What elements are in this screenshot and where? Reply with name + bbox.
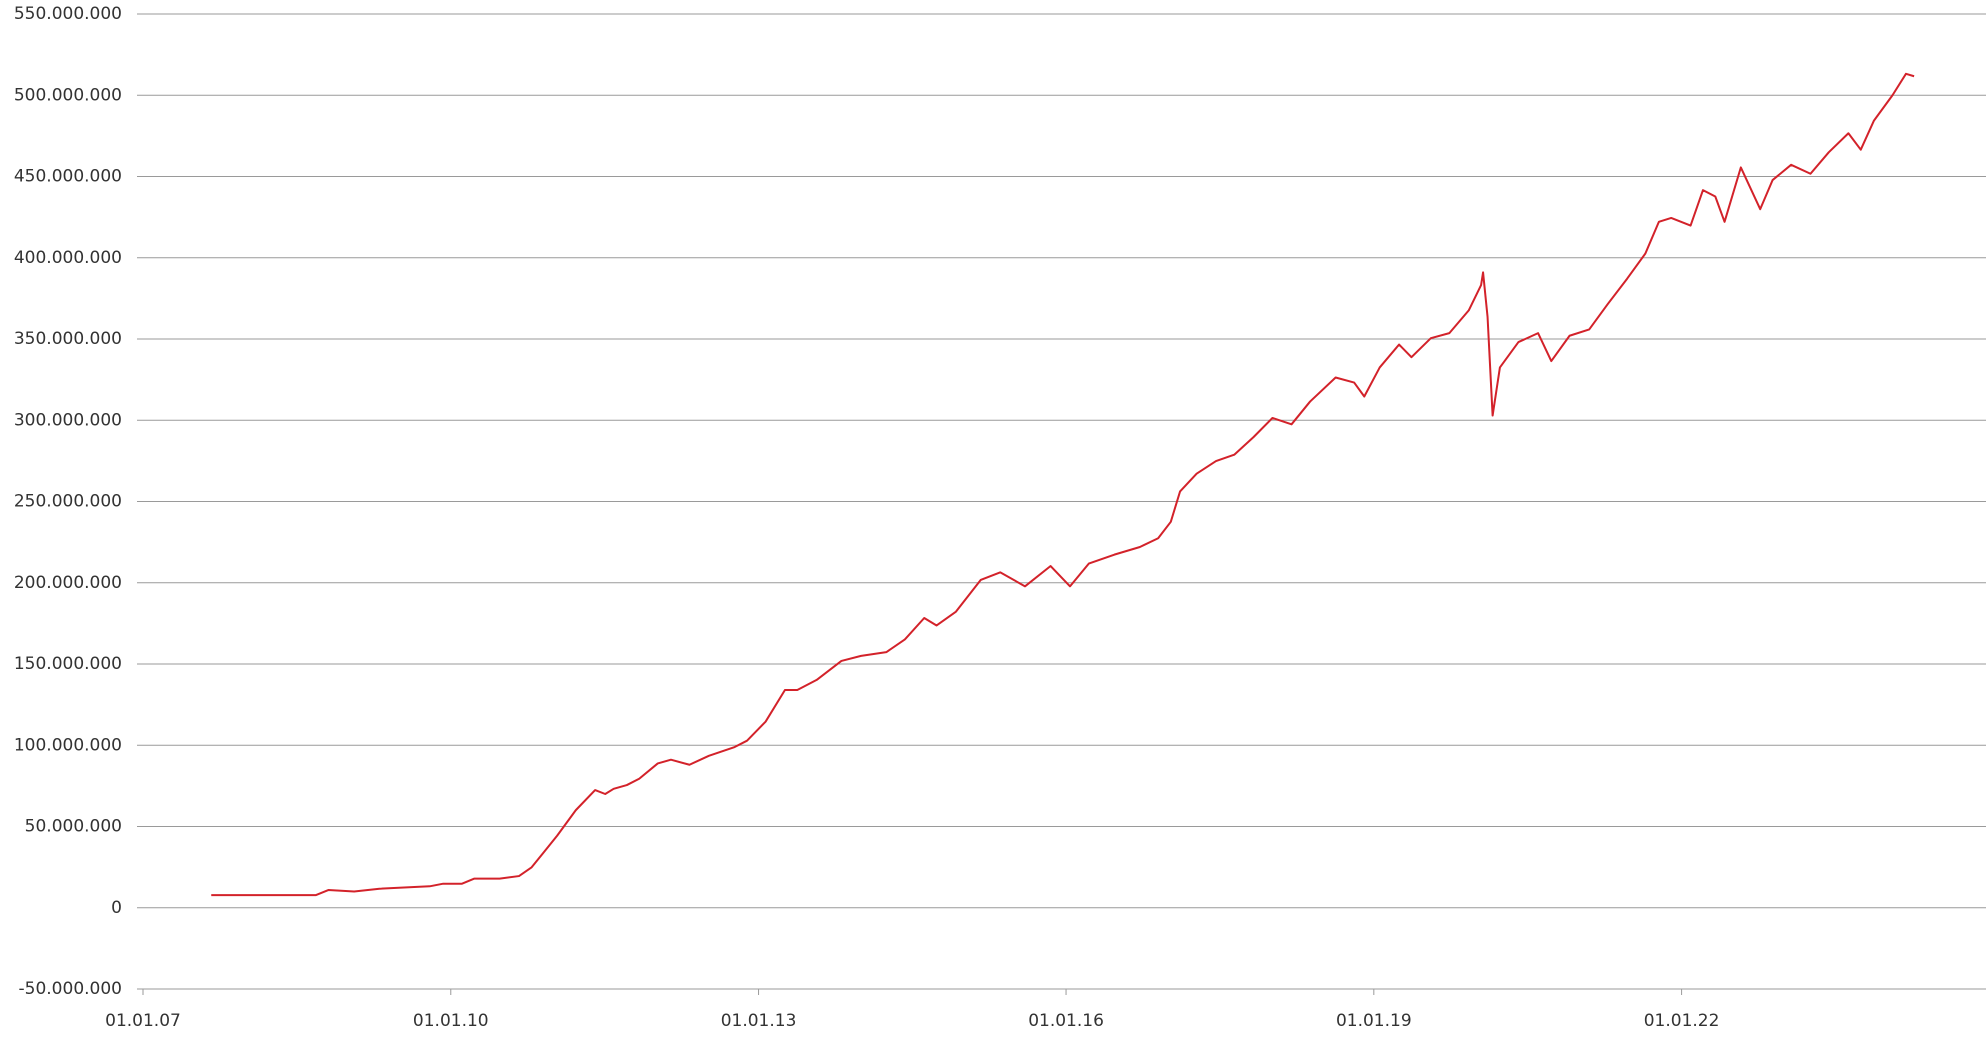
y-tick-label: 550.000.000 bbox=[14, 4, 122, 24]
x-tick-label: 01.01.22 bbox=[1644, 1011, 1720, 1031]
y-tick-label: 300.000.000 bbox=[14, 410, 122, 430]
y-tick-label: 200.000.000 bbox=[14, 573, 122, 593]
x-tick-label: 01.01.07 bbox=[105, 1011, 181, 1031]
y-tick-label: 350.000.000 bbox=[14, 329, 122, 349]
y-tick-label: 150.000.000 bbox=[14, 654, 122, 674]
y-tick-label: 400.000.000 bbox=[14, 248, 122, 268]
y-tick-label: 500.000.000 bbox=[14, 85, 122, 105]
x-tick-label: 01.01.13 bbox=[721, 1011, 797, 1031]
x-tick-label: 01.01.10 bbox=[413, 1011, 489, 1031]
y-tick-label: 100.000.000 bbox=[14, 735, 122, 755]
x-tick-label: 01.01.16 bbox=[1028, 1011, 1104, 1031]
y-tick-label: 250.000.000 bbox=[14, 492, 122, 512]
data-line bbox=[211, 72, 1915, 897]
y-tick-label: 0 bbox=[111, 898, 122, 918]
x-tick-label: 01.01.19 bbox=[1336, 1011, 1412, 1031]
y-tick-label: 50.000.000 bbox=[25, 817, 122, 837]
y-tick-label: 450.000.000 bbox=[14, 167, 122, 187]
y-tick-label: -50.000.000 bbox=[19, 979, 122, 999]
